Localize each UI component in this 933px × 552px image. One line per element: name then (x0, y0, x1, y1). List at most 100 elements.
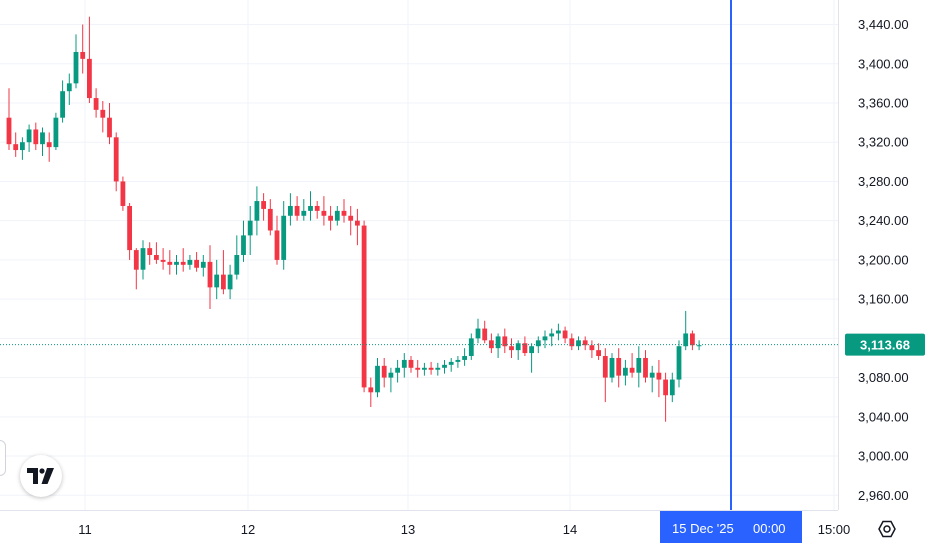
candle (127, 203, 132, 260)
candle-body (482, 328, 488, 341)
candle (214, 259, 220, 300)
candle (495, 333, 501, 358)
candle (462, 348, 467, 366)
candle (194, 252, 199, 272)
candle (522, 336, 528, 357)
candle (589, 340, 595, 358)
candle (13, 132, 19, 157)
candle (174, 255, 179, 275)
crosshair-time: 00:00 (753, 521, 786, 536)
candle (60, 80, 65, 123)
candle (355, 208, 360, 246)
tradingview-logo[interactable] (20, 455, 62, 497)
candle-body (133, 250, 139, 270)
candle (147, 242, 153, 265)
candle-body (408, 359, 414, 368)
candle (247, 205, 253, 255)
candle-body (207, 261, 213, 288)
candle (401, 353, 407, 378)
candle (133, 248, 139, 290)
candle (73, 34, 79, 89)
candle (468, 333, 474, 360)
y-tick-label: 3,280.00 (858, 174, 909, 189)
candle (408, 356, 414, 373)
candle (515, 340, 521, 360)
candle-body (596, 350, 601, 357)
candle (596, 343, 601, 360)
candle (542, 330, 548, 349)
candle-body (60, 91, 65, 118)
candle (321, 196, 327, 226)
chart-settings-button[interactable] (874, 516, 900, 542)
y-tick-label: 3,320.00 (858, 135, 909, 150)
candle (334, 205, 340, 226)
x-tick-label: 12 (241, 522, 255, 537)
candle-body (53, 117, 59, 148)
tradingview-logo-icon (27, 468, 54, 484)
last-price-value: 3,113.68 (860, 338, 910, 353)
candle (120, 176, 126, 211)
candle-body (529, 346, 534, 354)
candle (656, 359, 662, 398)
scroll-handle[interactable] (0, 440, 6, 476)
candle-body (73, 51, 79, 84)
candle (562, 326, 568, 344)
candle-body (549, 333, 555, 337)
candle-body (160, 259, 166, 262)
candle (26, 124, 32, 153)
candle-body (489, 340, 494, 349)
candle (294, 196, 300, 221)
candle-body (221, 274, 226, 290)
candle-body (475, 328, 481, 339)
candle (502, 328, 508, 354)
candle-body (690, 333, 695, 346)
candle-body (602, 356, 608, 378)
candle-body (509, 346, 514, 351)
x-tick-label: 15:00 (818, 522, 851, 537)
candle (66, 73, 72, 105)
candle (609, 353, 615, 383)
candle-body (669, 379, 675, 396)
candle-body (334, 210, 340, 221)
candle-body (167, 261, 173, 265)
candle-body (576, 340, 581, 347)
candle (669, 372, 675, 403)
candle (261, 193, 266, 221)
candle-body (301, 210, 307, 216)
candle (442, 359, 447, 374)
candle (415, 359, 421, 378)
candle (696, 340, 702, 351)
candle-body (428, 367, 434, 370)
candle-body (20, 142, 25, 151)
last-price-badge: 3,113.68 (845, 333, 925, 356)
candle-body (234, 255, 240, 275)
x-tick-label: 13 (401, 522, 415, 537)
candle (616, 348, 622, 388)
candle (489, 333, 494, 354)
candle (107, 102, 112, 145)
candle (683, 310, 689, 351)
candle (569, 333, 575, 351)
candle (140, 240, 146, 280)
candle (187, 255, 193, 270)
crosshair-time-badge-bg (660, 511, 802, 543)
x-tick-label: 11 (78, 522, 92, 537)
candle-body (127, 205, 132, 251)
candle-body (40, 132, 45, 145)
candle-body (522, 343, 528, 354)
candle (301, 199, 307, 221)
candle-body (140, 248, 146, 270)
candle (281, 201, 287, 270)
candle-body (26, 129, 32, 143)
candle-body (281, 215, 287, 260)
candle-body (194, 259, 199, 268)
candle-body (455, 359, 461, 362)
candle-body (328, 215, 333, 221)
candle (361, 220, 367, 393)
y-tick-label: 3,200.00 (858, 252, 909, 267)
candle-body (321, 210, 327, 216)
candle-body (535, 340, 541, 347)
candle (623, 359, 628, 386)
